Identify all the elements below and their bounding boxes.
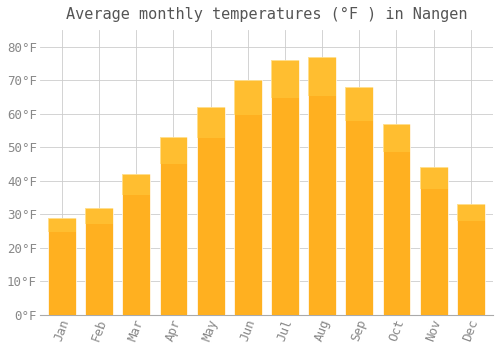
Bar <box>271 60 299 315</box>
Bar <box>85 208 113 224</box>
Bar <box>457 204 484 315</box>
Title: Average monthly temperatures (°F ) in Nangen: Average monthly temperatures (°F ) in Na… <box>66 7 467 22</box>
Bar <box>382 124 410 315</box>
Bar <box>308 57 336 315</box>
Bar <box>234 80 262 116</box>
Bar <box>346 87 373 121</box>
Bar <box>122 174 150 195</box>
Bar <box>234 80 262 315</box>
Bar <box>457 204 484 221</box>
Bar <box>196 107 224 315</box>
Bar <box>382 124 410 153</box>
Bar <box>160 137 188 164</box>
Bar <box>346 87 373 315</box>
Bar <box>196 107 224 138</box>
Bar <box>160 137 188 315</box>
Bar <box>420 167 448 315</box>
Bar <box>85 208 113 315</box>
Bar <box>122 174 150 315</box>
Bar <box>420 167 448 189</box>
Bar <box>308 57 336 96</box>
Bar <box>48 218 76 315</box>
Bar <box>271 60 299 98</box>
Bar <box>48 218 76 232</box>
